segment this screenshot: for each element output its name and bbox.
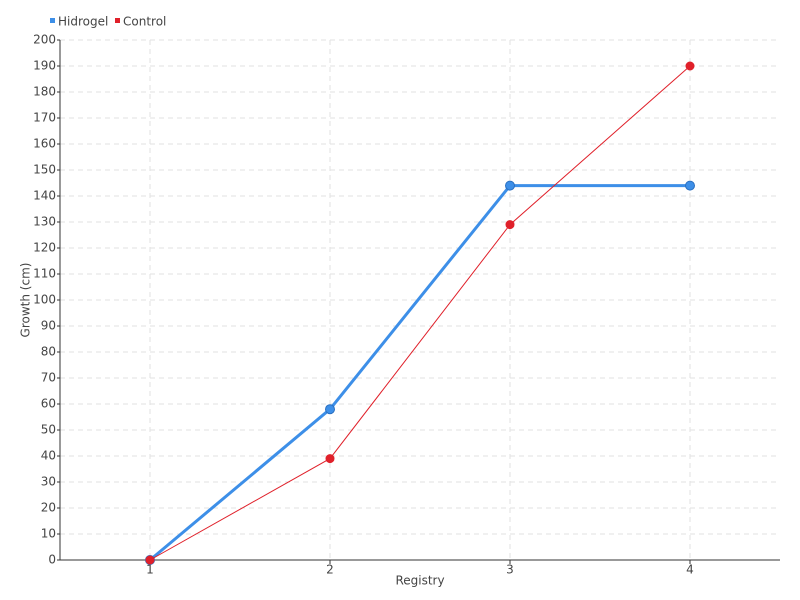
y-tick-label: 0 (48, 553, 56, 567)
y-tick-label: 190 (33, 59, 56, 73)
y-tick-label: 40 (41, 449, 56, 463)
data-point (685, 180, 695, 191)
y-tick-label: 10 (41, 527, 56, 541)
y-tick-label: 180 (33, 85, 56, 99)
series-line (149, 184, 690, 562)
legend-label: Control (123, 15, 166, 29)
y-tick-label: 170 (33, 111, 56, 125)
data-point (685, 61, 695, 71)
y-tick-label: 50 (41, 423, 56, 437)
y-tick-label: 60 (41, 397, 56, 411)
y-tick-label: 150 (33, 163, 56, 177)
y-tick-label: 130 (33, 215, 56, 229)
data-point (505, 180, 515, 191)
y-tick-label: 120 (33, 241, 56, 255)
x-tick-label: 1 (146, 563, 154, 577)
legend-label: Hidrogel (58, 15, 108, 29)
y-tick-label: 80 (41, 345, 56, 359)
data-point (325, 454, 335, 464)
y-tick-label: 140 (33, 189, 56, 203)
data-point (505, 220, 515, 230)
y-tick-label: 100 (33, 293, 56, 307)
x-tick-label: 3 (506, 563, 514, 577)
y-tick-label: 70 (41, 371, 56, 385)
y-axis-label: Growth (cm) (19, 263, 33, 338)
x-axis-label: Registry (395, 574, 444, 588)
legend-swatch (50, 18, 55, 23)
series-line (149, 65, 691, 561)
x-tick-label: 2 (326, 563, 334, 577)
y-tick-label: 90 (41, 319, 56, 333)
y-tick-label: 30 (41, 475, 56, 489)
y-tick-label: 110 (33, 267, 56, 281)
y-tick-label: 200 (33, 33, 56, 47)
y-tick-label: 160 (33, 137, 56, 151)
legend-swatch (115, 18, 120, 23)
y-tick-label: 20 (41, 501, 56, 515)
x-tick-label: 4 (686, 563, 694, 577)
data-point (325, 404, 335, 415)
data-point (145, 555, 155, 565)
